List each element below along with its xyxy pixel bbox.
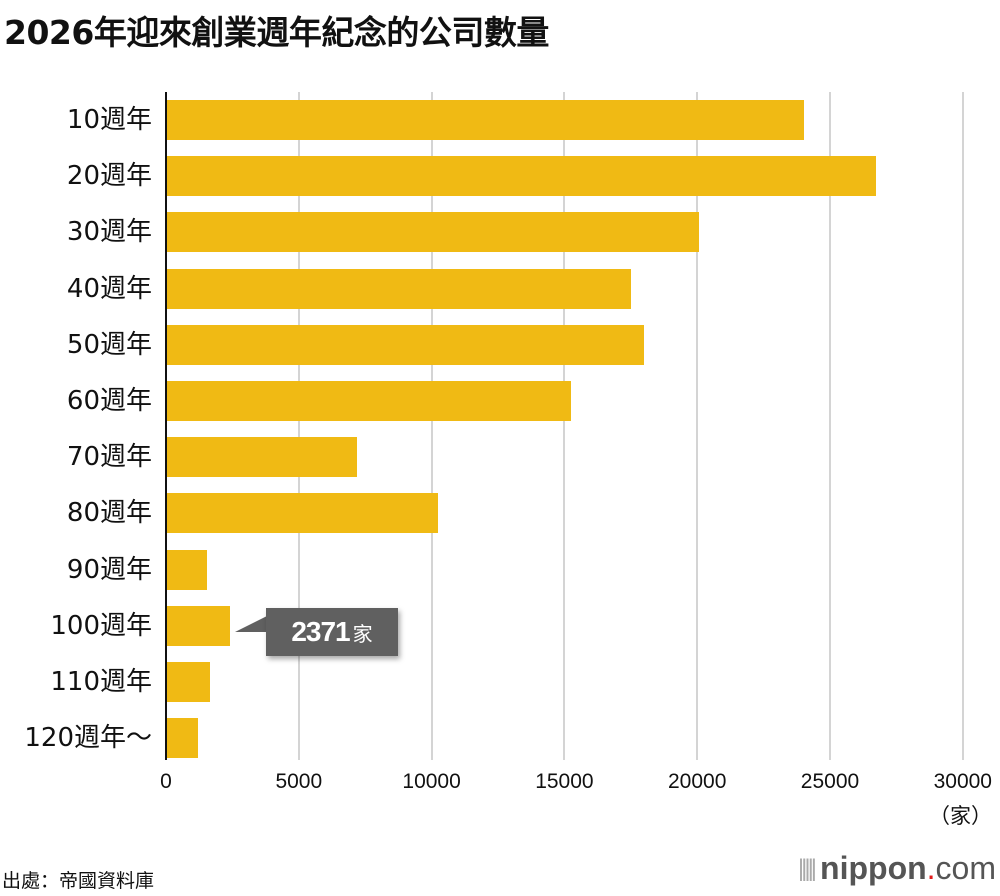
x-tick-label: 30000	[933, 770, 992, 793]
y-category-label: 120週年～	[24, 723, 152, 754]
bar	[167, 381, 571, 421]
gridline	[696, 92, 699, 760]
y-category-label: 80週年	[66, 498, 152, 529]
x-tick-label: 0	[160, 770, 172, 793]
bar	[167, 662, 211, 702]
y-category-label: 90週年	[66, 554, 152, 585]
x-tick-label: 20000	[667, 770, 727, 793]
x-axis-unit: （家）	[929, 804, 992, 828]
gridline	[961, 92, 964, 760]
bar	[167, 549, 208, 590]
logo-bars-icon: |||||	[797, 855, 817, 882]
y-category-label: 40週年	[66, 273, 152, 304]
callout-unit: 家	[352, 621, 373, 646]
y-category-label: 70週年	[66, 442, 152, 473]
bar	[167, 212, 699, 253]
callout-value: 2371	[291, 616, 350, 647]
x-tick-label: 15000	[535, 770, 594, 793]
bar	[167, 493, 438, 534]
bar	[167, 324, 645, 365]
x-tick-label: 5000	[275, 770, 323, 793]
y-category-label: 100週年	[50, 610, 152, 641]
bar	[167, 156, 876, 197]
source-note: 出處：帝國資料庫	[2, 870, 155, 892]
y-category-label: 10週年	[66, 105, 152, 135]
y-category-label: 30週年	[66, 217, 152, 248]
callout-pointer	[235, 616, 267, 632]
y-axis-line	[165, 92, 167, 760]
y-category-label: 110週年	[50, 667, 152, 697]
x-tick-label: 25000	[800, 770, 860, 793]
gridline	[430, 92, 433, 760]
bar	[167, 437, 357, 478]
bar	[167, 605, 230, 646]
chart-title: 2026年迎來創業週年紀念的公司數量	[4, 13, 549, 52]
y-category-label: 60週年	[66, 386, 152, 416]
y-category-label: 20週年	[66, 161, 152, 192]
gridline	[829, 92, 831, 760]
gridline	[563, 92, 566, 760]
value-callout: 2371 家	[266, 608, 398, 656]
gridline	[297, 92, 300, 760]
bar	[167, 268, 631, 309]
x-tick-label: 10000	[402, 770, 461, 793]
y-category-label: 50週年	[66, 329, 152, 360]
nippon-logo: ||||| nippon.com	[797, 850, 996, 886]
bar	[167, 718, 199, 759]
bar	[167, 100, 804, 140]
